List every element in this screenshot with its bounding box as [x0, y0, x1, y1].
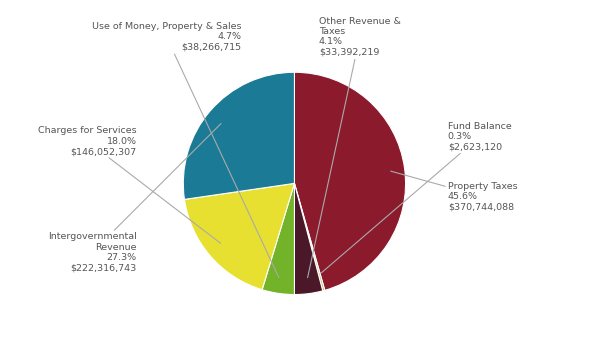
Text: Fund Balance
0.3%
$2,623,120: Fund Balance 0.3% $2,623,120 — [322, 122, 512, 273]
Wedge shape — [295, 183, 323, 295]
Wedge shape — [295, 72, 406, 290]
Text: Other Revenue &
Taxes
4.1%
$33,392,219: Other Revenue & Taxes 4.1% $33,392,219 — [308, 17, 401, 278]
Wedge shape — [262, 183, 295, 295]
Text: Property Taxes
45.6%
$370,744,088: Property Taxes 45.6% $370,744,088 — [391, 171, 517, 212]
Wedge shape — [184, 183, 295, 290]
Text: Use of Money, Property & Sales
4.7%
$38,266,715: Use of Money, Property & Sales 4.7% $38,… — [92, 22, 279, 278]
Text: Charges for Services
18.0%
$146,052,307: Charges for Services 18.0% $146,052,307 — [38, 126, 221, 243]
Wedge shape — [183, 72, 295, 199]
Wedge shape — [295, 183, 325, 291]
Text: Intergovernmental
Revenue
27.3%
$222,316,743: Intergovernmental Revenue 27.3% $222,316… — [48, 123, 221, 273]
